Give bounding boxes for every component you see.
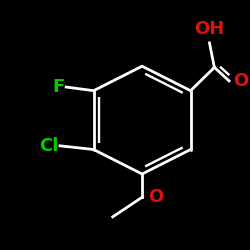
- Text: F: F: [53, 78, 65, 96]
- Text: Cl: Cl: [40, 137, 59, 155]
- Text: O: O: [233, 72, 248, 90]
- Text: OH: OH: [194, 20, 224, 38]
- Text: O: O: [148, 188, 164, 206]
